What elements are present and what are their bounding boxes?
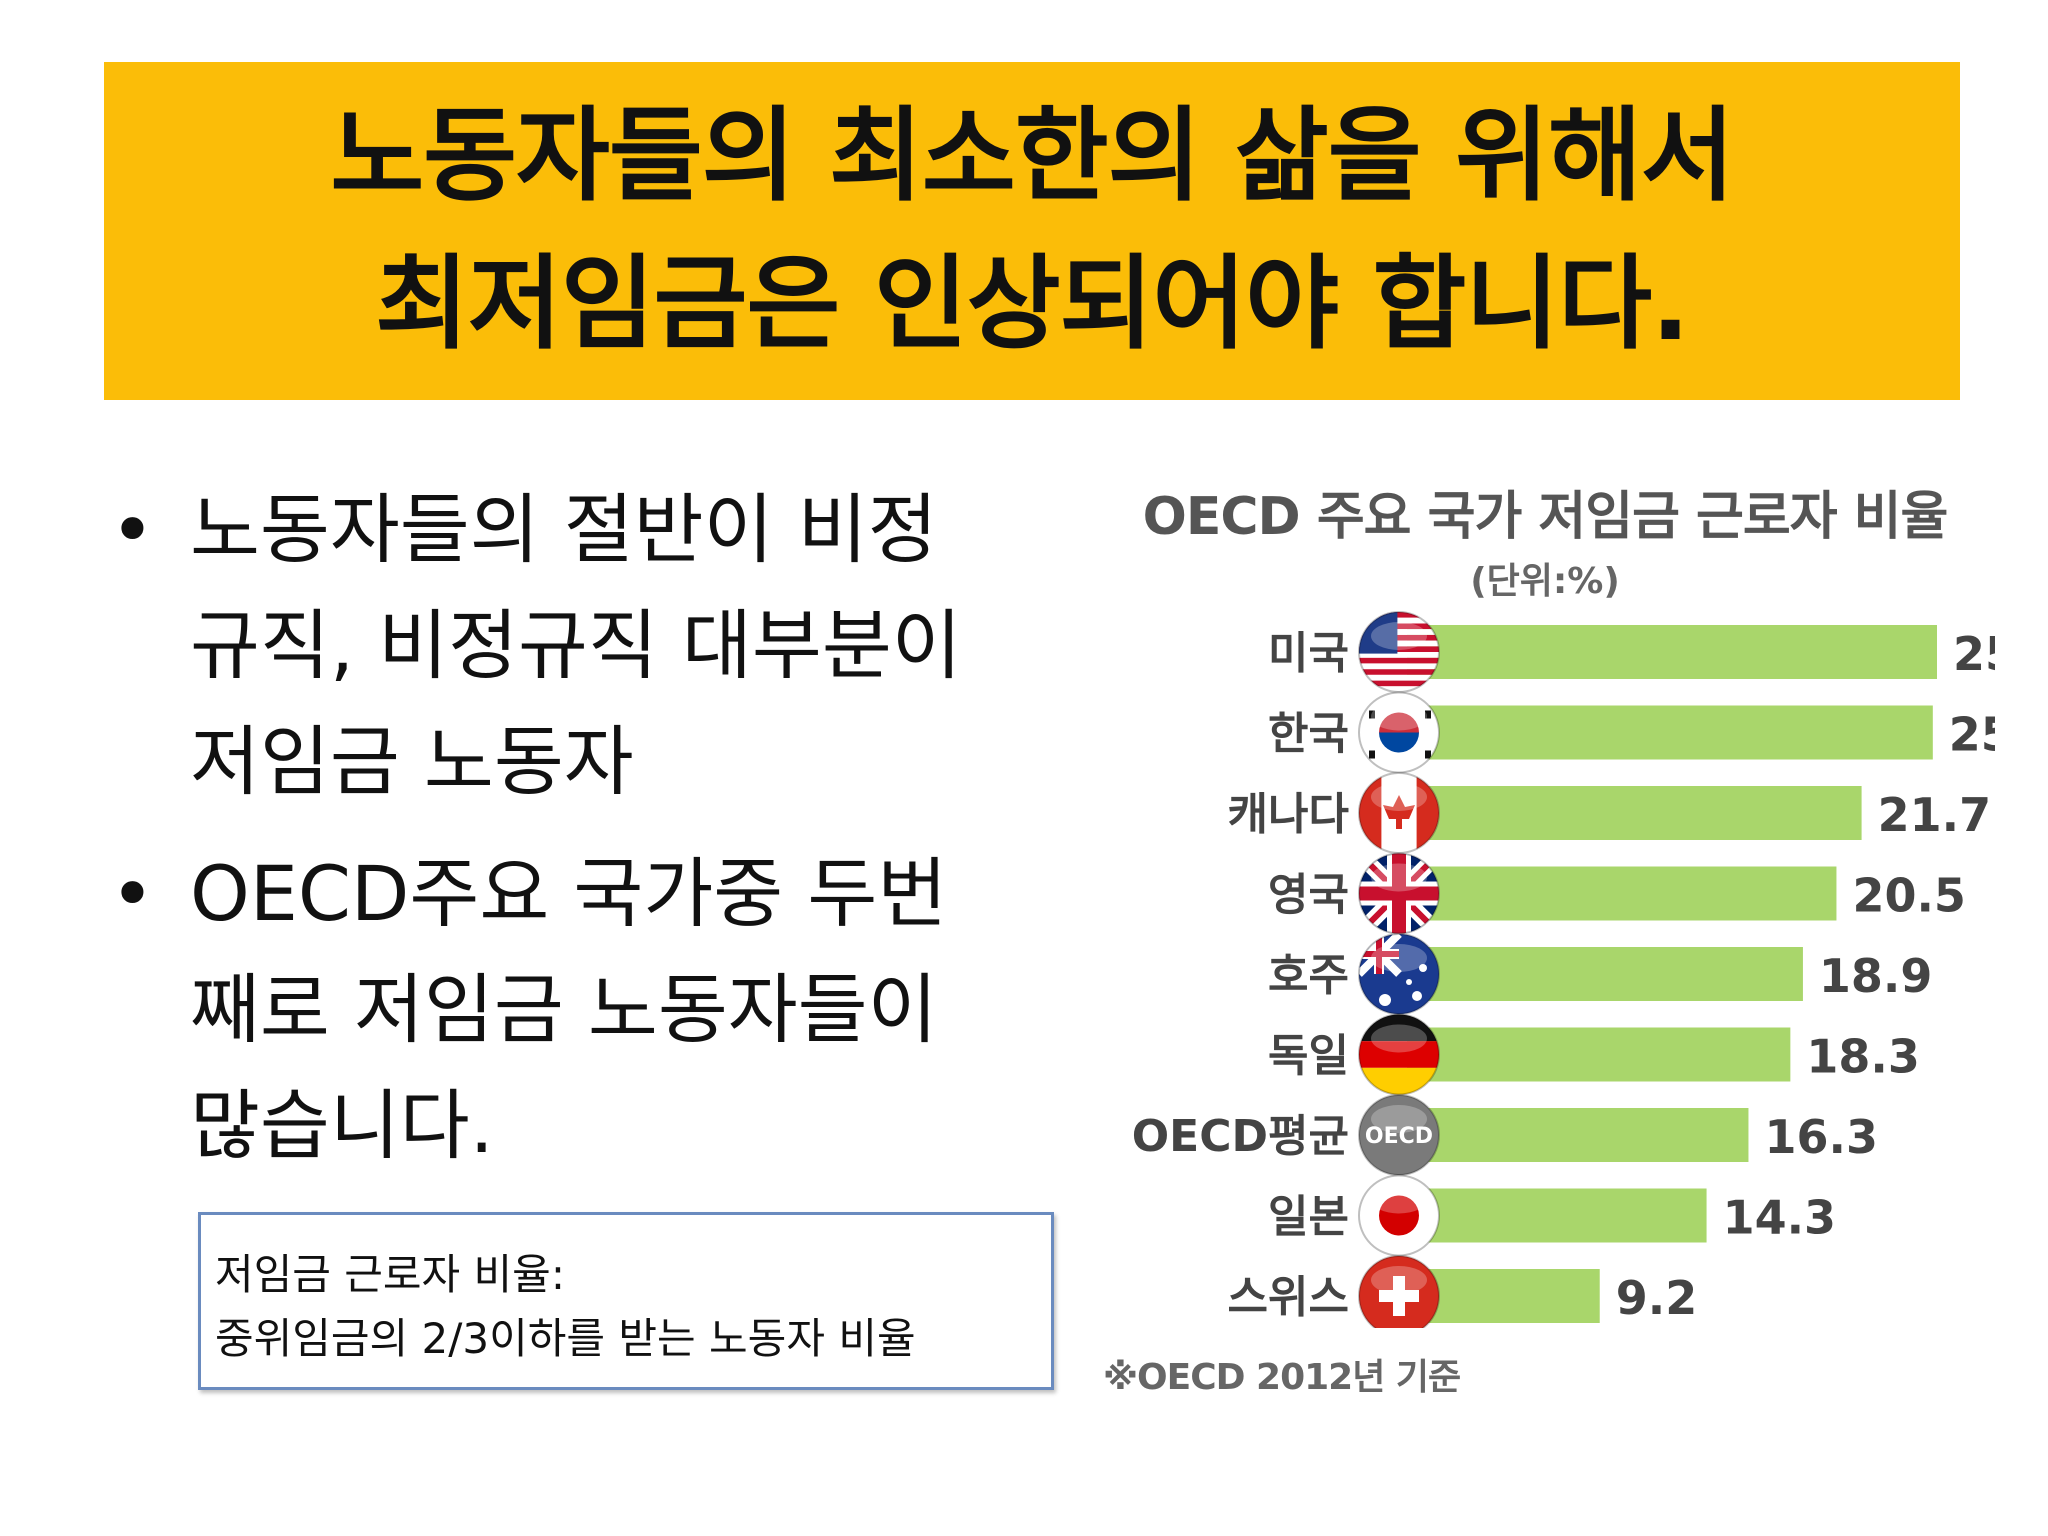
chart-bar	[1407, 947, 1803, 1001]
bullet-item: • 노동자들의 절반이 비정 규직, 비정규직 대부분이 저임금 노동자	[110, 472, 1070, 820]
bullet-line: OECD주요 국가중 두번	[190, 849, 948, 938]
oecd-logo-icon: OECD	[1358, 1094, 1440, 1176]
value-label: 25.1	[1949, 708, 1995, 762]
value-label: 25.3	[1953, 627, 1995, 681]
chart-bar	[1407, 1269, 1600, 1323]
korea-flag-icon	[1358, 691, 1440, 774]
bullet-dot-icon: •	[110, 849, 155, 938]
title-banner: 노동자들의 최소한의 삶을 위해서 최저임금은 인상되어야 합니다.	[104, 62, 1960, 400]
chart-bar	[1407, 1188, 1707, 1243]
category-label: 미국	[1268, 628, 1349, 679]
value-label: 21.7	[1878, 788, 1992, 842]
chart-bar	[1407, 866, 1837, 921]
bullet-item: • OECD주요 국가중 두번 째로 저임금 노동자들이 많습니다.	[110, 836, 1070, 1184]
chart-bar	[1407, 705, 1933, 760]
canada-flag-icon	[1358, 772, 1440, 854]
uk-flag-icon	[1358, 852, 1440, 935]
germany-flag-icon	[1358, 1013, 1440, 1096]
value-label: 9.2	[1616, 1271, 1698, 1325]
category-label: 캐나다	[1228, 789, 1349, 840]
note-line-1: 저임금 근로자 비율:	[215, 1250, 565, 1299]
value-label: 18.3	[1806, 1030, 1920, 1084]
value-label: 20.5	[1852, 869, 1966, 923]
bullet-list: • 노동자들의 절반이 비정 규직, 비정규직 대부분이 저임금 노동자 • O…	[110, 472, 1070, 1200]
chart-unit-label: (단위:%)	[1470, 561, 1620, 602]
value-label: 16.3	[1764, 1110, 1878, 1164]
bullet-line: 노동자들의 절반이 비정	[190, 485, 938, 574]
category-label: 영국	[1268, 870, 1349, 921]
low-wage-chart: OECD 주요 국가 저임금 근로자 비율 (단위:%) 미국 25.3 한국 25.…	[1095, 468, 1995, 1408]
chart-footnote: ※OECD 2012년 기준	[1103, 1357, 1461, 1398]
chart-bar	[1407, 1108, 1749, 1162]
category-label: 한국	[1268, 709, 1349, 760]
chart-bar	[1407, 786, 1862, 840]
chart-plot: 미국 25.3 한국 25.1 캐나다 21.7 영국 20.5 호주 18.9 독일 18.3 OEC…	[1132, 611, 1995, 1328]
category-label: 호주	[1268, 950, 1349, 1001]
value-label: 14.3	[1723, 1191, 1837, 1245]
category-label: 스위스	[1228, 1272, 1349, 1323]
category-label: 독일	[1268, 1031, 1349, 1082]
us-flag-icon	[1358, 611, 1440, 693]
svg-text:OECD: OECD	[1365, 1124, 1433, 1149]
bullet-line: 규직, 비정규직 대부분이	[190, 601, 962, 690]
definition-note-box: 저임금 근로자 비율: 중위임금의 2/3이하를 받는 노동자 비율	[198, 1212, 1054, 1390]
chart-bar	[1407, 1027, 1791, 1082]
bullet-line: 저임금 노동자	[190, 717, 634, 806]
australia-flag-icon	[1358, 933, 1440, 1015]
category-label: OECD평균	[1132, 1111, 1349, 1162]
banner-title-line-1: 노동자들의 최소한의 삶을 위해서	[330, 97, 1734, 216]
chart-bar	[1407, 625, 1937, 679]
chart-title: OECD 주요 국가 저임금 근로자 비율	[1142, 487, 1949, 547]
bullet-line: 많습니다.	[190, 1081, 494, 1170]
switzerland-flag-icon	[1358, 1255, 1440, 1328]
category-label: 일본	[1268, 1192, 1349, 1243]
value-label: 18.9	[1819, 949, 1933, 1003]
banner-title-line-2: 최저임금은 인상되어야 합니다.	[375, 245, 1690, 364]
bullet-line: 째로 저임금 노동자들이	[190, 965, 938, 1054]
note-line-2: 중위임금의 2/3이하를 받는 노동자 비율	[215, 1314, 916, 1363]
bullet-dot-icon: •	[110, 485, 155, 574]
japan-flag-icon	[1358, 1174, 1440, 1257]
